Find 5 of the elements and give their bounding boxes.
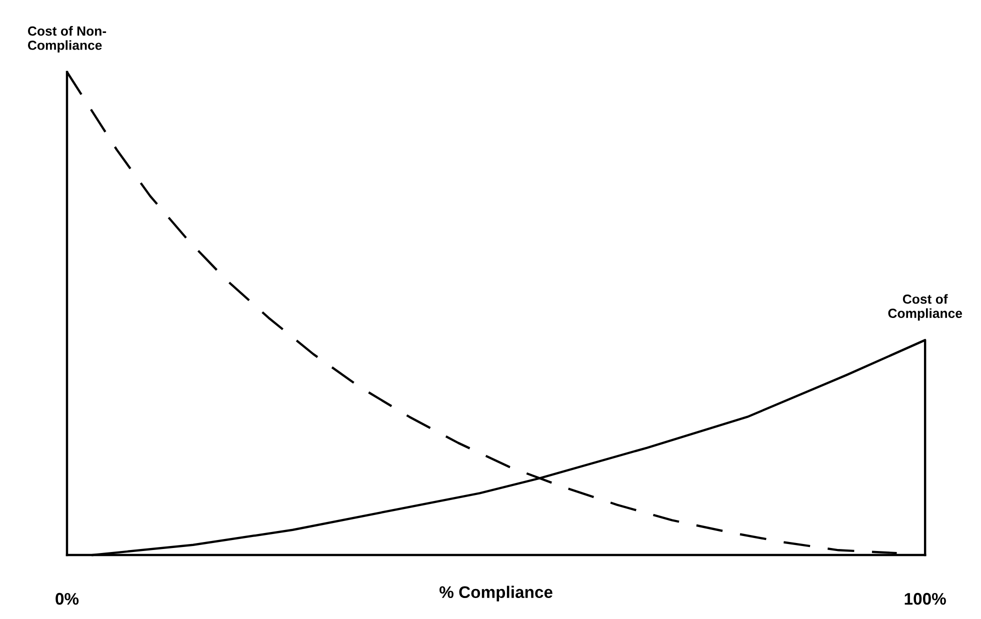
text: Cost of Compliance (888, 294, 962, 321)
x-tick-label: 100% (904, 592, 946, 605)
x-axis-title: % Compliance (440, 586, 552, 602)
x-tick-label: 0% (56, 592, 79, 605)
text: Cost of Non- Compliance (28, 26, 106, 53)
